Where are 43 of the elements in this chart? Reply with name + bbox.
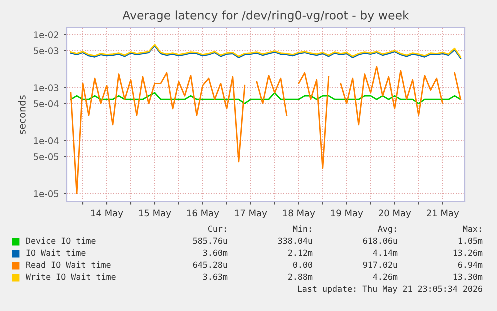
- text: 645.28u: [193, 262, 228, 268]
- y-axis-title: seconds: [18, 96, 26, 134]
- text: 13.30m: [454, 274, 483, 280]
- x-tick-label: 16 May: [187, 210, 220, 218]
- x-tick-label: 20 May: [379, 210, 412, 218]
- x-tick-label: 19 May: [331, 210, 364, 218]
- text: 2.88m: [288, 274, 313, 280]
- x-tick-label: 21 May: [426, 210, 460, 218]
- x-tick-label: 15 May: [139, 210, 172, 218]
- y-tick-label: 5e-05: [34, 154, 59, 160]
- text: 585.76u: [193, 238, 228, 244]
- text: Min:: [293, 226, 311, 232]
- y-tick-label: 1e-05: [34, 190, 59, 198]
- chart-title: Average latency for /dev/ring0-vg/root - by week: [122, 10, 410, 22]
- x-tick-label: 17 May: [235, 210, 268, 218]
- y-tick-label: 5e-03: [34, 48, 59, 54]
- text: Max:: [463, 226, 481, 232]
- text: 338.04u: [278, 238, 312, 244]
- x-tick-label: 18 May: [283, 210, 316, 218]
- legend-label: Device IO time: [26, 238, 96, 244]
- text: 917.02u: [363, 262, 398, 268]
- line-series: [70, 92, 462, 105]
- y-tick-label: 1e-03: [34, 84, 59, 92]
- text: 1.05m: [458, 238, 483, 244]
- legend-label: IO Wait time: [26, 250, 86, 256]
- y-tick-label: 5e-04: [34, 100, 59, 108]
- text: 4.14m: [373, 250, 398, 256]
- text: 13.26m: [454, 250, 483, 256]
- y-tick-label: 1e-04: [34, 138, 59, 144]
- text: 3.63m: [203, 274, 228, 280]
- text: 618.06u: [363, 238, 398, 244]
- text: 3.60m: [203, 250, 228, 256]
- text: Last update: Thu May 21 23:05:34 2026: [298, 286, 482, 294]
- text: 4.26m: [373, 274, 398, 280]
- text: 6.94m: [458, 262, 483, 268]
- x-tick-label: 14 May: [91, 210, 124, 218]
- text: Avg:: [378, 226, 396, 234]
- legend-label: Read IO Wait time: [26, 262, 111, 268]
- y-tick-label: 1e-02: [34, 32, 58, 38]
- text: 2.12m: [288, 250, 313, 256]
- legend-label: Write IO Wait time: [26, 274, 116, 280]
- text: Cur:: [208, 226, 226, 232]
- text: 0.00: [293, 262, 312, 268]
